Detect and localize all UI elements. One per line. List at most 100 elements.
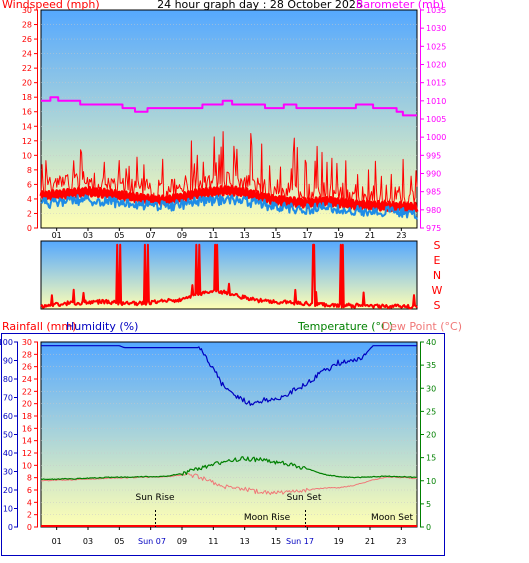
windspeed-tick-label: 20 [22, 79, 32, 88]
rainfall-tick-label: 24 [22, 375, 32, 384]
windspeed-tick-label: 0 [27, 224, 32, 233]
x-tick-label: 05 [114, 537, 124, 546]
x-tick-label: 15 [271, 537, 281, 546]
temperature-tick-label: 35 [426, 361, 436, 370]
x-tick-label: 15 [271, 231, 281, 240]
wind-direction-line [40, 243, 418, 310]
x-tick-label: 17 [302, 231, 312, 240]
humidity-tick-label: 60 [3, 412, 13, 421]
x-tick-label: 23 [396, 231, 406, 240]
windspeed-tick-label: 8 [27, 166, 32, 175]
graph-title: 24 hour graph day : 28 October 2025 [157, 0, 363, 11]
temperature-tick-label: 5 [426, 500, 431, 509]
wind-series [39, 96, 419, 220]
direction-label: S [434, 299, 441, 312]
humidity-tick-label: 10 [3, 505, 13, 514]
barometer-line [41, 96, 417, 117]
rainfall-tick-label: 30 [22, 338, 32, 347]
rainfall-axis-title: Rainfall (mm) [2, 320, 76, 333]
sunrise-label: Sun Rise [136, 493, 175, 503]
humidity-tick-label: 80 [3, 375, 13, 384]
rainfall-tick-label: 18 [22, 412, 32, 421]
x-tick-label: 11 [208, 537, 218, 546]
barometer-tick-label: 985 [426, 188, 441, 197]
barometer-tick-label: 1005 [426, 115, 446, 124]
windspeed-tick-label: 22 [22, 64, 32, 73]
barometer-tick-label: 1020 [426, 61, 446, 70]
x-tick-label: 03 [83, 231, 93, 240]
windspeed-tick-label: 18 [22, 93, 32, 102]
temperature-tick-label: 10 [426, 477, 436, 486]
barometer-tick-label: 995 [426, 151, 441, 160]
barometer-tick-label: 1035 [426, 6, 446, 15]
temperature-axis-title: Temperature (°C) [297, 320, 393, 333]
humidity-tick-label: 30 [3, 468, 13, 477]
windspeed-tick-label: 24 [22, 50, 32, 59]
sunset-time: Sun 17 [286, 537, 314, 546]
rainfall-tick-label: 28 [22, 350, 32, 359]
rainfall-tick-label: 6 [27, 486, 32, 495]
dew-point-line [40, 473, 418, 495]
barometer-axis: 975 980 985 990 995 1000 1005 1010 1015 1020 1025 1… [420, 6, 446, 233]
x-tick-label: 01 [52, 537, 62, 546]
barometer-tick-label: 975 [426, 224, 441, 233]
humidity-axis-title: Humidity (%) [66, 320, 138, 333]
humidity-tick-label: 20 [3, 486, 13, 495]
x-tick-label: 09 [177, 537, 187, 546]
barometer-tick-label: 1015 [426, 79, 446, 88]
rainfall-tick-label: 16 [22, 424, 32, 433]
wind-speed-line [39, 184, 419, 214]
windspeed-axis-title: Windspeed (mph) [2, 0, 100, 11]
humidity-tick-label: 90 [3, 357, 13, 366]
temperature-axis: 0 5 10 15 20 25 30 35 40 [420, 338, 436, 532]
rainfall-tick-label: 20 [22, 400, 32, 409]
humidity-tick-label: 50 [3, 431, 13, 440]
x-tick-label: 11 [208, 231, 218, 240]
rainfall-tick-label: 12 [22, 449, 32, 458]
windspeed-tick-label: 12 [22, 137, 32, 146]
rainfall-tick-label: 8 [27, 474, 32, 483]
windspeed-tick-label: 14 [22, 122, 32, 131]
direction-label: N [433, 269, 441, 282]
temperature-tick-label: 25 [426, 407, 436, 416]
windspeed-tick-label: 10 [22, 151, 32, 160]
barometer-tick-label: 1010 [426, 97, 446, 106]
x-tick-label: 05 [114, 231, 124, 240]
x-tick-label: 19 [334, 537, 344, 546]
wind-gust-line [40, 131, 418, 209]
windspeed-tick-label: 6 [27, 180, 32, 189]
rainfall-tick-label: 2 [27, 511, 32, 520]
sun-moon-markers: Sun Rise Sun Set Moon Rise Moon Set Sun … [136, 493, 414, 546]
windspeed-tick-label: 16 [22, 108, 32, 117]
humidity-tick-label: 0 [8, 523, 13, 532]
x-tick-label: 03 [83, 537, 93, 546]
direction-label: W [432, 284, 443, 297]
humidity-axis: 0 10 20 30 40 50 60 70 80 90 100 [0, 338, 18, 532]
temp-plot-area [40, 341, 418, 528]
direction-label: S [434, 239, 441, 252]
outer-frame [1, 333, 445, 556]
barometer-tick-label: 1000 [426, 133, 446, 142]
rainfall-tick-label: 10 [22, 461, 32, 470]
rainfall-tick-label: 0 [27, 523, 32, 532]
windspeed-tick-label: 4 [27, 195, 32, 204]
rainfall-tick-label: 14 [22, 437, 32, 446]
temperature-tick-label: 20 [426, 431, 436, 440]
x-tick-label: 09 [177, 231, 187, 240]
barometer-axis-title: Barometer (mb) [356, 0, 444, 11]
temperature-tick-label: 15 [426, 454, 436, 463]
dewpoint-axis-title: Dew Point (°C) [382, 320, 462, 333]
moonrise-label: Moon Rise [244, 513, 291, 523]
windspeed-tick-label: 28 [22, 21, 32, 30]
barometer-tick-label: 1025 [426, 42, 446, 51]
windspeed-tick-label: 26 [22, 35, 32, 44]
x-tick-label: 19 [334, 231, 344, 240]
x-tick-label: 21 [365, 537, 375, 546]
temperature-tick-label: 30 [426, 384, 436, 393]
wind-x-axis: 01 03 05 07 09 11 13 15 17 19 21 23 [52, 228, 406, 240]
rainfall-tick-label: 22 [22, 387, 32, 396]
